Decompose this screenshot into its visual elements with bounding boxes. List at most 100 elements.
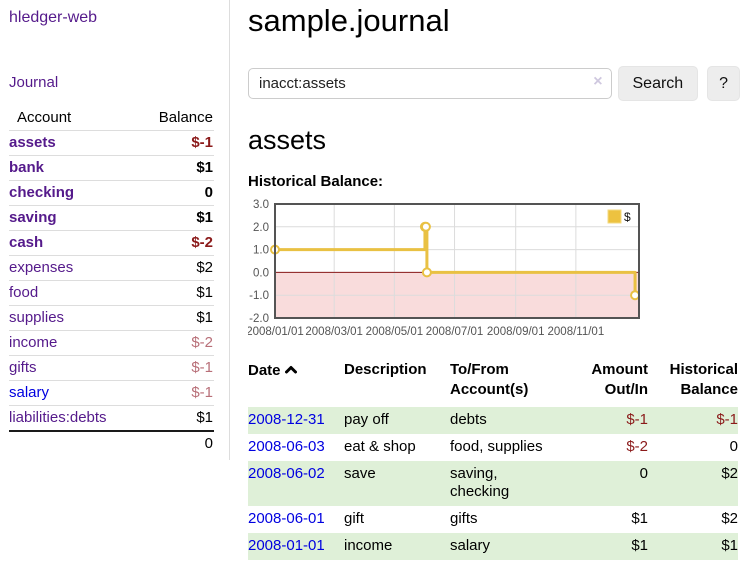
sidebar-account-link[interactable]: liabilities:debts <box>9 409 107 426</box>
account-balance: $-1 <box>191 384 213 401</box>
transaction-description: save <box>344 464 376 482</box>
transaction-date-link[interactable]: 2008-06-02 <box>248 464 325 482</box>
transaction-accounts: gifts <box>450 509 478 527</box>
account-balance: $1 <box>196 309 213 326</box>
transaction-date-link[interactable]: 2008-06-03 <box>248 437 325 455</box>
transaction-accounts: saving, checking <box>450 464 510 500</box>
account-balance: 0 <box>204 184 213 201</box>
account-row: liabilities:debts $1 <box>9 405 214 432</box>
account-balance: $-1 <box>191 359 213 376</box>
page-title: sample.journal <box>248 3 450 38</box>
chevron-up-icon <box>284 360 297 380</box>
clear-search-icon[interactable]: × <box>593 73 603 91</box>
account-row: checking 0 <box>9 180 214 206</box>
transaction-accounts: debts <box>450 410 487 428</box>
transaction-balance: 0 <box>729 437 738 455</box>
transaction-row: 2008-01-01 income salary $1 $1 <box>248 532 738 560</box>
y-tick-label: 0.0 <box>253 267 269 279</box>
sidebar-account-link[interactable]: salary <box>9 384 50 401</box>
transaction-balance: $2 <box>721 464 738 482</box>
col-header-accounts: To/From Account(s) <box>450 360 529 398</box>
sidebar-account-link[interactable]: bank <box>9 159 45 176</box>
transaction-description: gift <box>344 509 365 527</box>
x-tick-label: 2008/05/01 <box>366 326 424 338</box>
x-tick-label: 2008/07/01 <box>426 326 484 338</box>
accounts-balance-table: Account Balance assets $-1 bank $1 checking 0… <box>9 106 214 456</box>
transaction-amount: 0 <box>639 464 648 482</box>
account-balance: $1 <box>196 409 213 426</box>
col-header-date[interactable]: Date <box>248 360 344 407</box>
account-row: food $1 <box>9 280 214 306</box>
account-balance: $1 <box>196 209 213 226</box>
sidebar-account-link[interactable]: food <box>9 284 39 301</box>
y-tick-label: -2.0 <box>249 313 269 325</box>
transaction-balance: $1 <box>721 536 738 554</box>
account-balance: $-2 <box>191 234 213 251</box>
sidebar-item-journal[interactable]: Journal <box>9 74 59 91</box>
transaction-amount: $-1 <box>626 410 648 428</box>
sidebar-account-link[interactable]: gifts <box>9 359 37 376</box>
account-heading: assets <box>248 125 327 156</box>
col-header-balance: Historical Balance <box>669 360 738 398</box>
legend-label: $ <box>624 210 631 224</box>
accounts-header-account: Account <box>17 109 72 126</box>
transaction-amount: $1 <box>631 536 648 554</box>
account-balance: $-1 <box>191 134 213 151</box>
transaction-balance: $-1 <box>716 410 738 428</box>
sidebar-account-link[interactable]: assets <box>9 134 56 151</box>
transaction-row: 2008-06-01 gift gifts $1 $2 <box>248 506 738 533</box>
sidebar-account-link[interactable]: saving <box>9 209 57 226</box>
col-header-amount: Amount Out/In <box>591 360 648 398</box>
sidebar: hledger-web Journal Account Balance asse… <box>0 0 230 460</box>
legend-swatch <box>607 209 622 224</box>
accounts-total-row: 0 <box>9 431 214 456</box>
transaction-row: 2008-06-02 save saving, checking 0 $2 <box>248 460 738 506</box>
account-row: gifts $-1 <box>9 355 214 381</box>
transaction-date-link[interactable]: 2008-12-31 <box>248 410 325 428</box>
account-row: saving $1 <box>9 205 214 231</box>
search-form: × Search ? <box>248 66 741 102</box>
y-tick-label: 1.0 <box>253 244 269 256</box>
x-tick-label: 2008/11/01 <box>548 326 605 338</box>
search-help-button[interactable]: ? <box>707 66 741 102</box>
app-title-link[interactable]: hledger-web <box>9 9 98 26</box>
transaction-description: income <box>344 536 393 554</box>
y-tick-label: 2.0 <box>253 222 269 234</box>
account-row: income $-2 <box>9 330 214 356</box>
sidebar-account-link[interactable]: expenses <box>9 259 74 276</box>
col-header-description: Description <box>344 360 427 378</box>
sidebar-account-link[interactable]: checking <box>9 184 75 201</box>
sidebar-account-link[interactable]: income <box>9 334 58 351</box>
x-tick-label: 2008/09/01 <box>487 326 545 338</box>
transaction-balance: $2 <box>721 509 738 527</box>
account-row: cash $-2 <box>9 230 214 256</box>
y-tick-label: 3.0 <box>253 199 269 211</box>
search-input[interactable] <box>248 68 612 100</box>
accounts-total-value: 0 <box>204 435 213 452</box>
y-tick-label: -1.0 <box>249 290 269 302</box>
accounts-header-balance: Balance <box>158 109 213 126</box>
search-button[interactable]: Search <box>617 66 699 102</box>
chart-title: Historical Balance: <box>248 172 384 190</box>
x-tick-label: 2008/03/01 <box>305 326 363 338</box>
transaction-date-link[interactable]: 2008-06-01 <box>248 509 325 527</box>
account-row: expenses $2 <box>9 255 214 281</box>
account-row: bank $1 <box>9 155 214 181</box>
transaction-row: 2008-12-31 pay off debts $-1 $-1 <box>248 406 738 434</box>
transaction-row: 2008-06-03 eat & shop food, supplies $-2 0 <box>248 434 738 461</box>
main-content: sample.journal × Search ? assets Histori… <box>246 0 741 560</box>
transaction-accounts: salary <box>450 536 491 554</box>
account-balance: $1 <box>196 284 213 301</box>
transactions-table: Date Description To/From Account(s) Amou… <box>248 360 738 560</box>
transaction-accounts: food, supplies <box>450 437 543 455</box>
transaction-description: eat & shop <box>344 437 416 455</box>
transaction-amount: $1 <box>631 509 648 527</box>
account-balance: $-2 <box>191 334 213 351</box>
account-row: assets $-1 <box>9 130 214 156</box>
sidebar-account-link[interactable]: cash <box>9 234 44 251</box>
account-row: supplies $1 <box>9 305 214 331</box>
transaction-date-link[interactable]: 2008-01-01 <box>248 536 325 554</box>
transaction-description: pay off <box>344 410 389 428</box>
sidebar-account-link[interactable]: supplies <box>9 309 65 326</box>
